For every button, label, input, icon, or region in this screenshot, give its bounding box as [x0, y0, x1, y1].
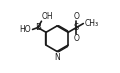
Text: S: S: [74, 23, 79, 32]
Text: O: O: [73, 12, 79, 21]
Text: CH₃: CH₃: [84, 19, 98, 28]
Text: HO: HO: [19, 25, 30, 34]
Text: N: N: [54, 53, 60, 62]
Text: O: O: [73, 35, 79, 44]
Text: OH: OH: [42, 12, 53, 21]
Text: B: B: [35, 23, 41, 32]
